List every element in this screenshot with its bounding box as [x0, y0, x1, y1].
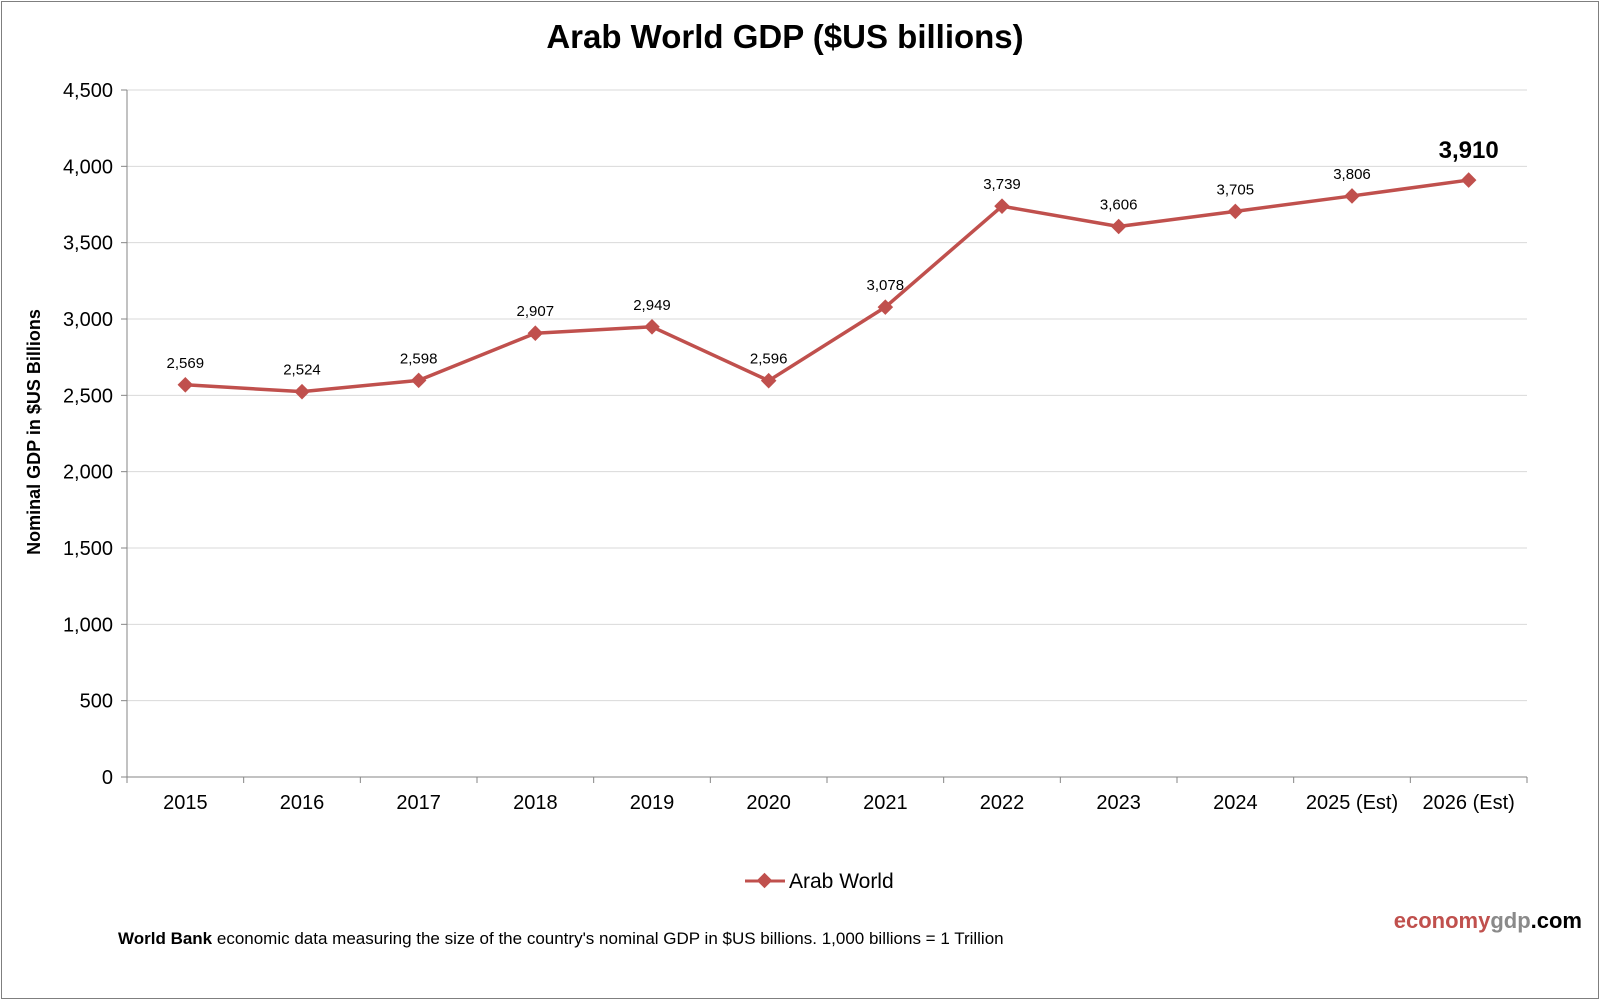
data-label: 2,907 — [517, 303, 555, 320]
data-point — [294, 383, 310, 400]
data-label: 3,739 — [983, 176, 1021, 193]
brand-part-com: .com — [1530, 908, 1582, 933]
brand-logo[interactable]: economygdp.com — [1394, 908, 1582, 934]
x-tick-label: 2024 — [1213, 792, 1258, 814]
data-point — [994, 198, 1010, 214]
x-tick-label: 2015 — [163, 792, 208, 814]
data-point — [1227, 203, 1244, 220]
data-point — [1460, 172, 1477, 188]
data-label: 3,606 — [1100, 196, 1138, 213]
data-point — [644, 319, 660, 335]
data-label: 2,598 — [400, 350, 438, 367]
data-point — [1110, 218, 1127, 235]
axes — [121, 89, 1528, 783]
y-tick-label: 4,000 — [63, 156, 113, 178]
x-tick-label: 2020 — [746, 792, 791, 814]
data-label: 2,524 — [283, 362, 321, 379]
y-tick-label: 1,000 — [63, 614, 113, 636]
y-tick-label: 4,500 — [63, 80, 113, 102]
y-tick-label: 3,000 — [63, 309, 113, 331]
legend-marker — [756, 872, 773, 889]
data-point — [410, 372, 427, 389]
data-label: 3,078 — [867, 277, 905, 294]
chart-title: Arab World GDP ($US billions) — [546, 18, 1023, 55]
y-axis-label: Nominal GDP in $US Billions — [24, 309, 44, 555]
data-point — [527, 325, 544, 341]
data-label: 2,569 — [167, 355, 205, 372]
gridlines — [127, 89, 1527, 702]
data-point — [177, 377, 194, 393]
x-tick-label: 2016 — [280, 792, 325, 814]
brand-part-economy: economy — [1393, 908, 1491, 933]
data-label: 3,705 — [1217, 181, 1255, 198]
data-label: 3,806 — [1333, 166, 1371, 183]
series-arab-world — [177, 172, 1477, 400]
y-tick-label: 2,000 — [63, 462, 113, 484]
x-tick-label: 2019 — [630, 792, 675, 814]
data-label: 2,949 — [633, 297, 671, 314]
y-tick-label: 1,500 — [63, 538, 113, 560]
source-bold: World Bank — [118, 929, 213, 948]
x-tick-label: 2021 — [863, 792, 908, 814]
source-text: economic data measuring the size of the … — [212, 929, 1004, 948]
y-tick-label: 0 — [102, 767, 113, 789]
x-tick-label: 2025 (Est) — [1306, 792, 1398, 814]
x-tick-label: 2018 — [513, 792, 558, 814]
y-tick-label: 2,500 — [63, 385, 113, 407]
x-tick-label: 2022 — [980, 792, 1025, 814]
data-point — [1344, 188, 1360, 204]
x-tick-label: 2026 (Est) — [1423, 792, 1515, 814]
brand-part-gdp: gdp — [1490, 908, 1531, 933]
y-tick-labels: 0 500 1,000 1,500 2,000 2,500 3,000 3,500 4,000 4… — [63, 80, 113, 789]
data-label: 2,596 — [750, 351, 788, 368]
x-tick-label: 2023 — [1096, 792, 1141, 814]
x-tick-label: 2017 — [396, 792, 441, 814]
data-label: 3,910 — [1439, 137, 1499, 164]
series-line — [185, 178, 1469, 394]
source-note: World Bank economic data measuring the s… — [118, 929, 1004, 949]
legend-label: Arab World — [789, 870, 894, 893]
y-tick-label: 500 — [80, 691, 113, 713]
legend: Arab World — [745, 870, 894, 893]
y-tick-label: 3,500 — [63, 233, 113, 255]
x-tick-labels: 2015 2016 2017 2018 2019 2020 2021 2022 2023 2024… — [163, 792, 1515, 814]
data-labels: 2,569 2,524 2,598 2,907 2,949 2,596 3,078 3,739… — [167, 137, 1499, 379]
